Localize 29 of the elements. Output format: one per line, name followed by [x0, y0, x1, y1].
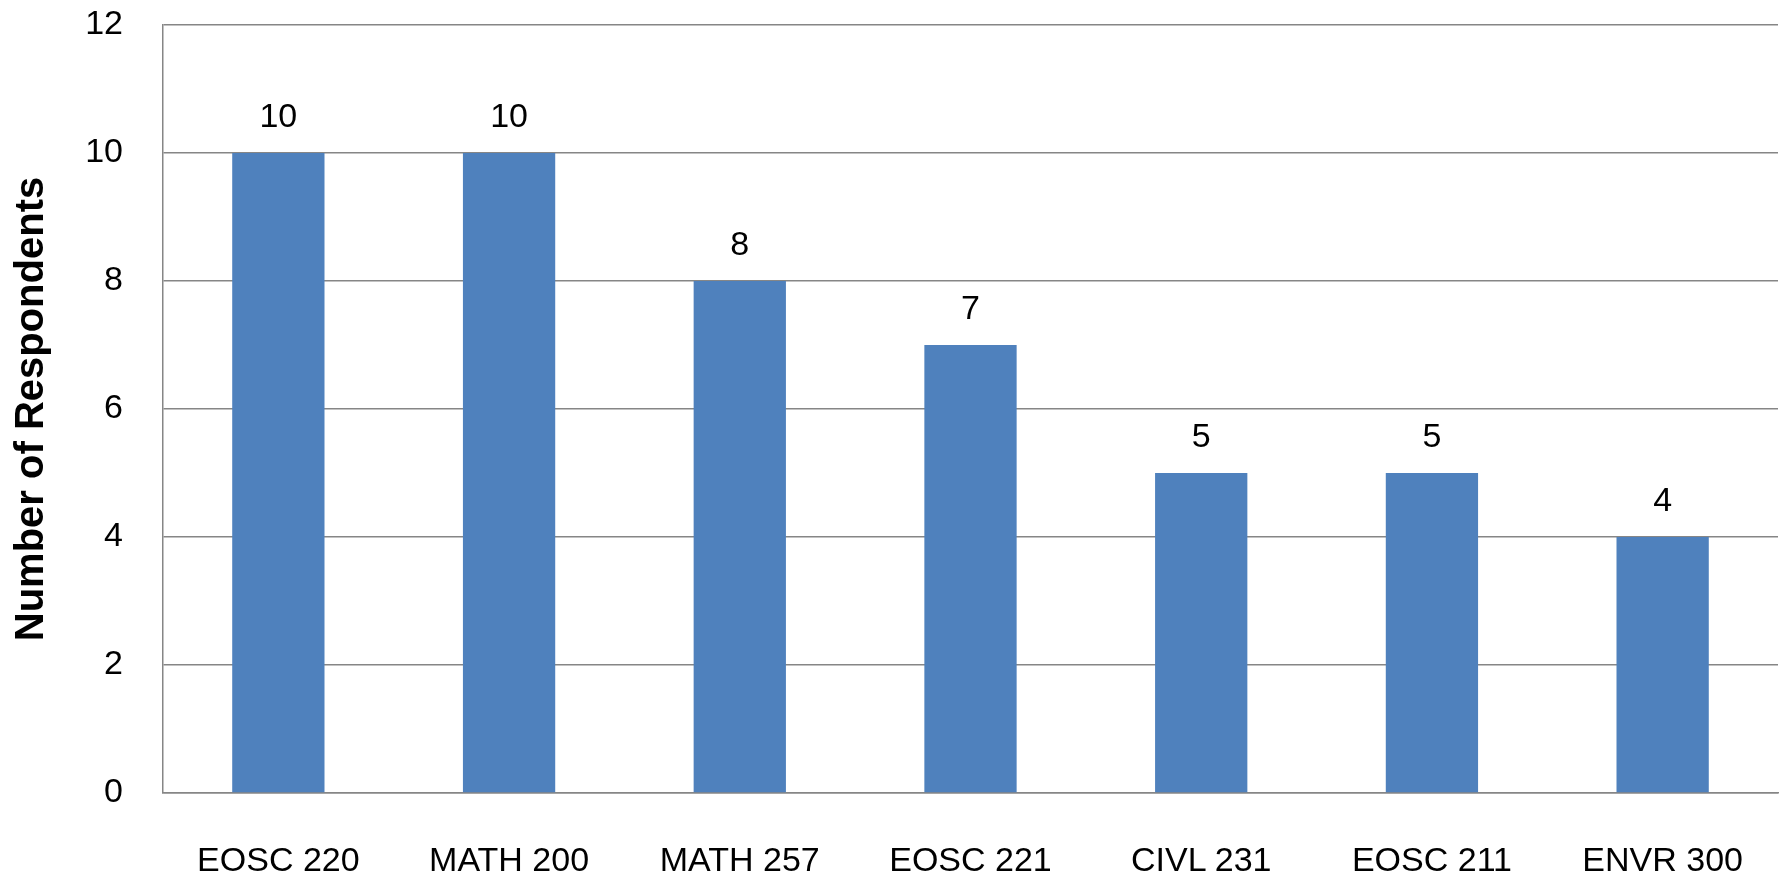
- bar: [693, 281, 786, 793]
- data-label: 8: [730, 224, 750, 263]
- bar: [924, 345, 1017, 793]
- data-label: 5: [1191, 416, 1211, 455]
- x-tick-label: CIVL 231: [1130, 839, 1272, 877]
- data-label: 10: [490, 96, 528, 135]
- data-label: 4: [1653, 480, 1673, 519]
- bar: [1385, 473, 1479, 793]
- y-tick-label: 8: [104, 259, 123, 298]
- y-axis-title: Number of Respondents: [7, 176, 52, 642]
- bar: [1616, 537, 1709, 793]
- y-tick-label: 2: [104, 643, 123, 682]
- y-tick-label: 10: [85, 131, 123, 170]
- x-tick-label: MATH 200: [429, 839, 590, 877]
- bar: [232, 153, 325, 793]
- bar: [462, 153, 556, 793]
- x-tick-label: ENVR 300: [1582, 839, 1743, 877]
- y-tick-label: 0: [104, 771, 123, 810]
- bar: [1155, 473, 1248, 793]
- y-tick-label: 4: [104, 515, 123, 554]
- y-tick-label: 6: [104, 387, 123, 426]
- x-tick-label: EOSC 211: [1351, 839, 1512, 877]
- data-label: 7: [961, 288, 980, 327]
- y-tick-label: 12: [85, 3, 123, 42]
- x-tick-label: EOSC 220: [197, 839, 360, 877]
- x-tick-label: MATH 257: [659, 839, 820, 877]
- data-label: 10: [259, 96, 298, 135]
- x-tick-label: EOSC 221: [889, 839, 1052, 877]
- data-label: 5: [1422, 416, 1442, 455]
